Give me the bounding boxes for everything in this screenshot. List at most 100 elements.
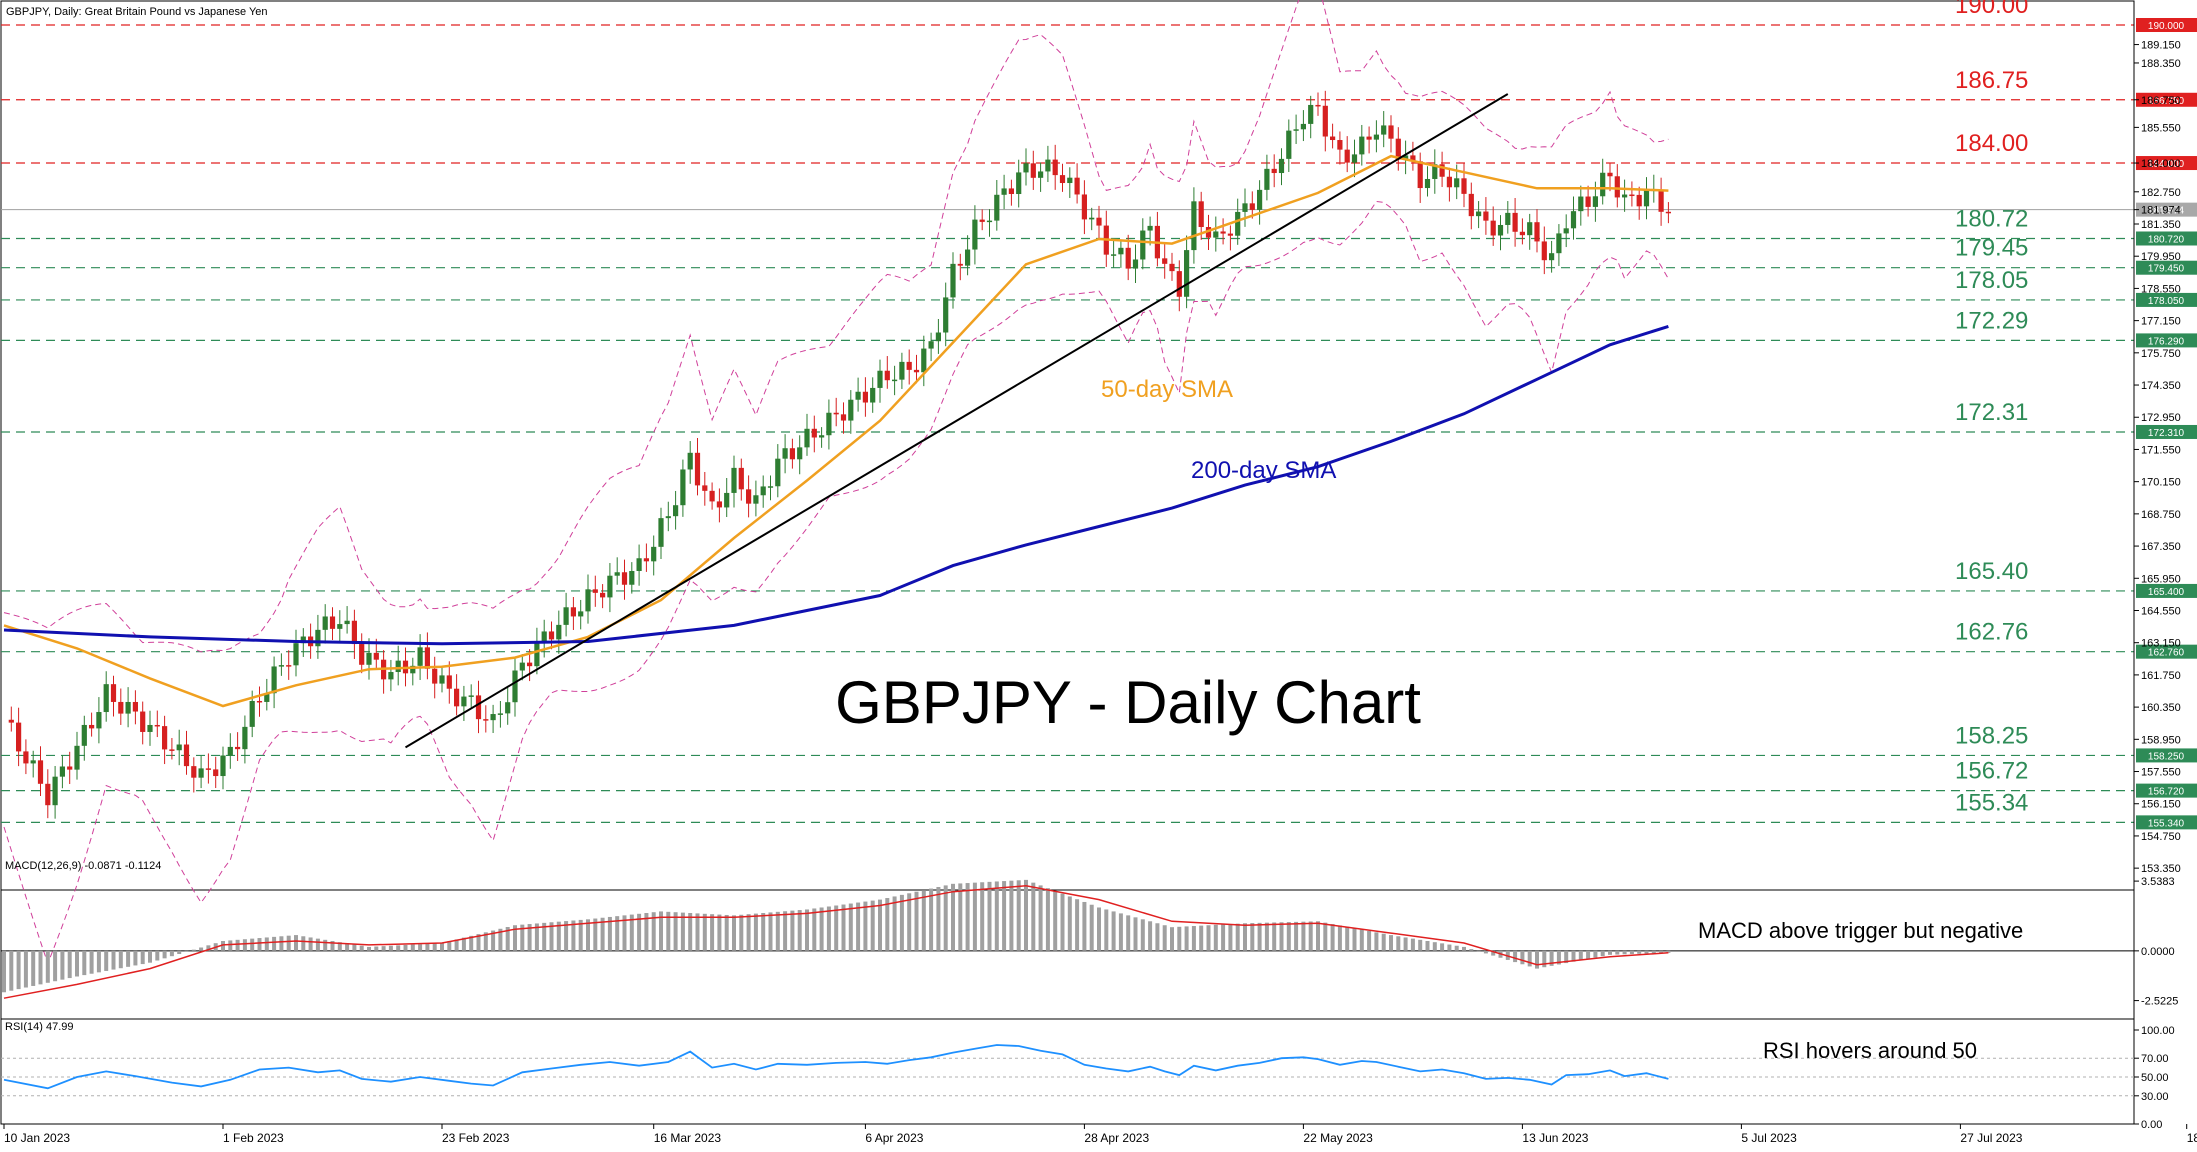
candle-body [110,684,117,702]
macd-bar [1330,924,1335,951]
macd-bar [53,950,58,982]
macd-bar [710,914,715,951]
candle-body [994,194,1000,221]
macd-bar [1089,904,1094,951]
macd-bar [1235,923,1240,951]
macd-bar [1549,950,1554,966]
macd-bar [695,913,700,951]
candle-body [694,452,701,486]
macd-bar [578,919,583,951]
y-tick-label: 181.350 [2141,219,2181,231]
x-tick-label: 18 Aug 2023 [2187,1131,2197,1145]
rsi-panel: 100.00 70.00 50.00 30.00 0.00 [1,1025,2175,1131]
candle-body [140,711,146,732]
candle-body [1227,233,1233,236]
macd-bar [965,883,970,951]
candle-body [1629,194,1635,197]
candle-body [424,647,430,669]
macd-tick-label: 3.5383 [2141,876,2175,888]
macd-bar [542,922,547,951]
candle-body [132,701,138,712]
sma50-annotation: 50-day SMA [1101,376,1233,403]
macd-bar [359,945,364,951]
macd-bar [783,911,788,951]
candle-body [1271,168,1277,174]
macd-bar [556,921,561,951]
macd-bar [1659,950,1664,954]
candle-body [1337,140,1343,150]
macd-bar [987,881,992,951]
price-level-tag [2136,583,2197,598]
candle-body [673,505,679,517]
macd-bar [834,905,839,951]
y-tick-label: 175.750 [2141,348,2181,360]
macd-bar [1264,922,1269,951]
macd-bar [753,913,758,951]
y-tick-label: 177.150 [2141,316,2181,328]
macd-bar [586,919,590,951]
candle-body [848,399,854,421]
macd-bar [717,914,722,951]
macd-bar [688,913,693,951]
price-level-tag-text: 156.720 [2148,787,2185,798]
macd-bar [1272,922,1277,951]
macd-bar [286,935,291,951]
candle-body [1658,189,1664,212]
candle-body [804,428,810,448]
macd-bar [425,943,430,951]
candle-body [1600,172,1606,197]
macd-bar [483,932,488,951]
rsi-tick-label: 0.00 [2141,1119,2162,1131]
macd-bar [498,928,503,951]
macd-bar [191,949,196,951]
x-tick-label: 23 Feb 2023 [442,1131,510,1145]
candle-body [227,746,233,756]
macd-bar [1454,945,1459,951]
macd-bar [1097,907,1101,951]
candle-body [45,783,51,806]
candle-body [351,620,357,645]
y-tick-label: 182.750 [2141,187,2181,199]
macd-bar [89,950,94,974]
candle-body [950,263,956,298]
macd-bar [418,944,423,951]
candle-body [1118,247,1124,255]
candle-body [235,746,241,750]
candle-body [899,361,905,380]
macd-bar [184,950,189,952]
y-tick-label: 184.000 [2141,158,2181,170]
macd-bar [797,910,802,951]
macd-bar [637,913,642,951]
macd-bar [104,950,109,971]
candle-body [373,652,379,660]
price-level-tag [2136,92,2197,107]
candle-body [527,662,533,667]
macd-bar [199,947,204,951]
candle-body [1461,178,1467,194]
price-level-label: 178.05 [1955,267,2028,294]
candle-body [1607,172,1613,177]
macd-bar [1294,921,1299,951]
macd-bar [1469,949,1474,951]
candle-body [454,688,460,707]
candle-body [1432,164,1438,179]
price-level-tag [2136,333,2197,348]
macd-bar [9,950,14,991]
macd-bar [1374,932,1379,951]
candle-body [74,745,80,770]
macd-bar [301,936,306,951]
candle-body [578,611,584,617]
candle-body [329,616,336,629]
macd-bar [1389,935,1393,951]
macd-bar [396,945,401,951]
price-level-tag-text: 162.760 [2148,648,2185,659]
candle-body [264,693,270,702]
y-tick-label: 170.150 [2141,477,2181,489]
x-tick-label: 22 May 2023 [1303,1131,1373,1145]
candle-body [169,749,175,751]
candle-body [1505,212,1511,225]
candle-body [1490,220,1496,236]
candle-body [1125,247,1131,269]
macd-bar [870,900,875,951]
candle-body [556,624,562,640]
